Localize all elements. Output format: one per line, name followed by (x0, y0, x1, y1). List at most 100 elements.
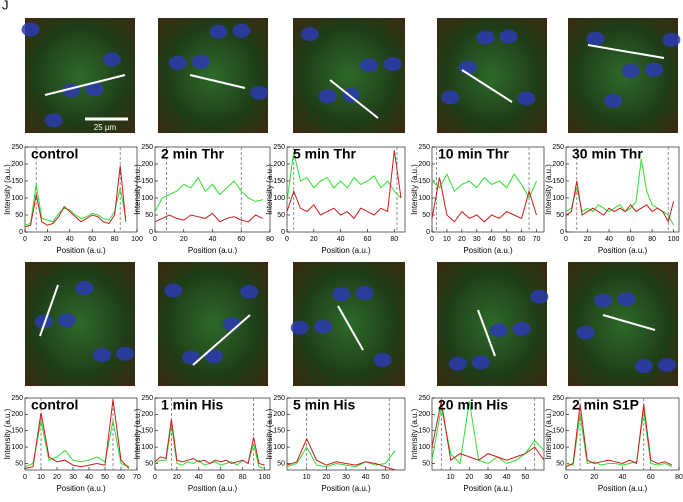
x-tick-label: 20 (465, 474, 473, 481)
x-tick-label: 30 (342, 474, 350, 481)
nucleus (644, 62, 663, 77)
nucleus (634, 359, 653, 374)
y-tick-label: 250 (552, 144, 564, 151)
y-tick-label: 150 (552, 428, 564, 435)
nucleus (57, 313, 76, 328)
nucleus (44, 113, 63, 128)
data-line (286, 446, 396, 468)
line-chart: 50 100 150 200 250 10 20 30 40 50 20 min His Positi… (410, 395, 545, 493)
nucleus (300, 27, 319, 42)
nucleus (458, 60, 477, 75)
y-tick-label: 100 (552, 444, 564, 451)
x-tick-label: 20 (180, 236, 188, 243)
x-tick-label: 20 (173, 474, 181, 481)
x-tick-label: 20 (44, 236, 52, 243)
line-chart: 0 50 100 150 200 250 0 10 20 30 40 50 60 70 10 min Thr… (410, 144, 545, 255)
profile-line (189, 74, 246, 89)
plot-frame (431, 146, 545, 233)
y-tick-label: 150 (552, 178, 564, 185)
y-tick-label: 100 (418, 195, 430, 202)
x-tick-label: 50 (101, 474, 109, 481)
chart-title: 2 min S1P (572, 397, 639, 413)
x-tick-label: 100 (259, 474, 271, 481)
plot-frame (24, 397, 138, 471)
line-chart: 50 100 150 200 250 0 20 40 60 80 2 min S1P Position… (544, 395, 683, 493)
chart-title: 1 min His (161, 397, 223, 413)
y-tick-label: 150 (11, 428, 23, 435)
x-tick-label: 0 (153, 236, 157, 243)
nucleus (240, 284, 259, 299)
profile-line (477, 309, 496, 357)
y-tick-label: 150 (11, 178, 23, 185)
profile-line (461, 69, 513, 103)
y-tick-label: 0 (19, 229, 23, 236)
y-tick-label: 250 (273, 144, 285, 151)
line-chart: 50 100 150 200 250 0 10 20 30 40 50 60 70 control Posi… (3, 395, 141, 493)
x-tick-label: 20 (310, 236, 318, 243)
x-axis-label: Position (a.u.) (463, 246, 513, 255)
data-line (24, 165, 127, 228)
data-line (431, 177, 537, 223)
nucleus (116, 346, 135, 361)
x-tick-label: 60 (518, 236, 526, 243)
nucleus (621, 63, 640, 78)
line-chart: 0 50 100 150 200 250 0 20 40 60 80 2 min Thr Positio… (133, 144, 274, 255)
x-tick-label: 80 (390, 236, 398, 243)
y-axis-label: Intensity (a.u.) (3, 164, 12, 215)
micrograph (25, 18, 135, 133)
panel-label: J (2, 0, 9, 12)
nucleus (355, 286, 374, 300)
y-tick-label: 250 (11, 395, 23, 402)
y-tick-label: 100 (273, 195, 285, 202)
y-tick-label: 200 (141, 161, 153, 168)
line-chart: 50 100 150 200 250 0 20 40 60 80 100 1 min His Posit… (133, 395, 270, 493)
x-tick-label: 60 (237, 236, 245, 243)
y-tick-label: 250 (141, 395, 153, 402)
data-line (24, 184, 127, 226)
nucleus (662, 32, 681, 47)
nucleus (472, 355, 490, 370)
nucleus (441, 90, 460, 105)
line-chart: 50 100 150 200 250 10 20 30 40 50 5 min His Positio… (265, 395, 406, 493)
nucleus (232, 23, 251, 38)
y-tick-label: 0 (560, 229, 564, 236)
x-tick-label: 0 (23, 236, 27, 243)
profile-line (329, 79, 379, 119)
x-tick-label: 10 (37, 474, 45, 481)
nucleus (360, 58, 379, 73)
nucleus (448, 356, 467, 371)
nucleus (594, 293, 613, 308)
x-tick-label: 60 (117, 474, 125, 481)
nucleus (476, 30, 495, 45)
y-tick-label: 250 (418, 144, 430, 151)
y-tick-label: 100 (552, 195, 564, 202)
nucleus (164, 283, 183, 298)
profile-line (602, 314, 656, 331)
nucleus (318, 89, 337, 104)
x-tick-label: 40 (337, 236, 345, 243)
x-tick-label: 60 (364, 236, 372, 243)
y-tick-label: 150 (141, 428, 153, 435)
x-axis-label: Position (a.u.) (598, 246, 648, 255)
x-axis-label: Position (a.u.) (463, 484, 513, 493)
x-tick-label: 40 (605, 236, 613, 243)
chart-title: 20 min His (438, 397, 508, 413)
x-tick-label: 0 (564, 474, 568, 481)
y-tick-label: 100 (141, 195, 153, 202)
y-tick-label: 250 (418, 395, 430, 402)
data-line (565, 158, 675, 226)
chart-title: 10 min Thr (438, 146, 509, 162)
x-tick-label: 80 (648, 236, 656, 243)
y-tick-label: 250 (141, 144, 153, 151)
data-line (24, 399, 130, 469)
nucleus (34, 314, 53, 329)
y-tick-label: 100 (141, 444, 153, 451)
y-tick-label: 0 (426, 229, 430, 236)
x-tick-label: 50 (503, 236, 511, 243)
y-tick-label: 200 (552, 411, 564, 418)
x-tick-label: 20 (53, 474, 61, 481)
y-tick-label: 100 (418, 444, 430, 451)
y-axis-label: Intensity (a.u.) (265, 408, 274, 459)
y-tick-label: 200 (273, 161, 285, 168)
